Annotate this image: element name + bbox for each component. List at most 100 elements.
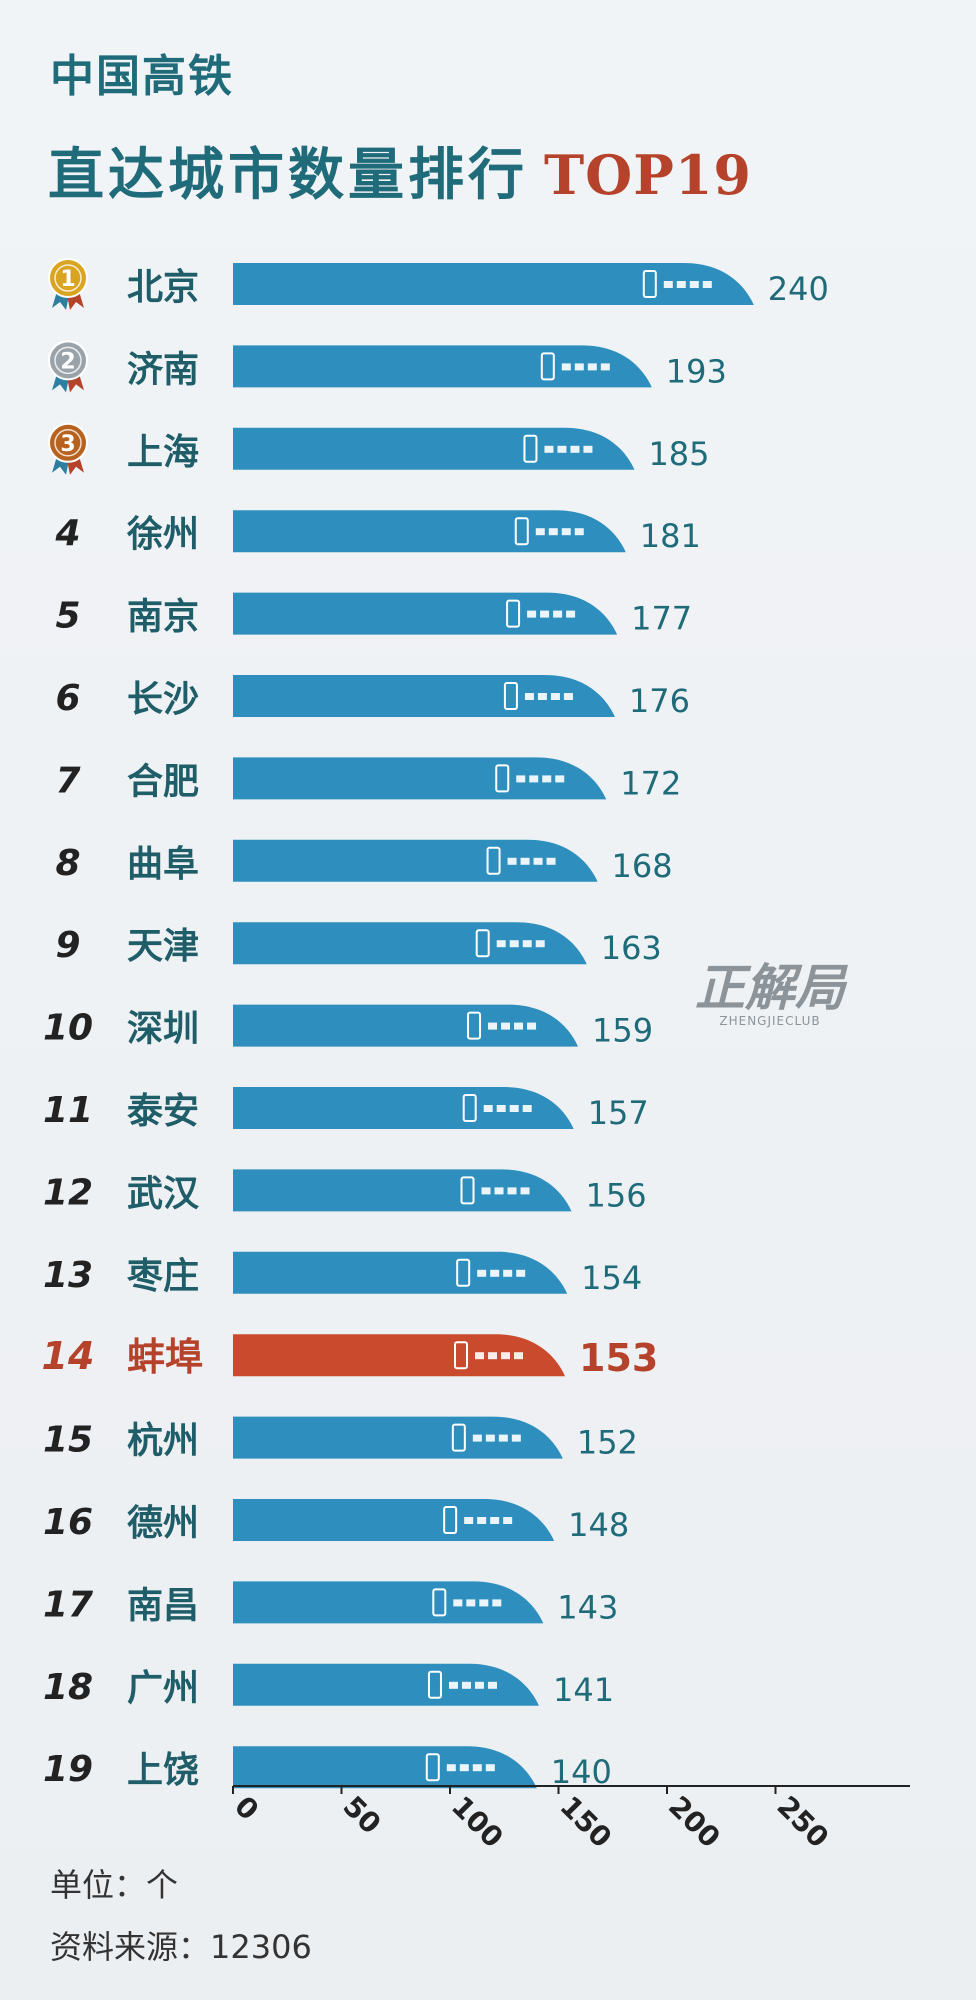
bar-上海	[233, 427, 635, 470]
train-window-上饶-0	[446, 1764, 456, 1772]
train-door-上海	[523, 434, 538, 463]
rank-label-10: 10	[43, 1008, 93, 1049]
bar-枣庄	[233, 1251, 568, 1294]
bar-北京	[233, 263, 754, 305]
train-window-曲阜-2	[533, 857, 543, 865]
value-label-合肥: 172	[620, 764, 681, 802]
train-door-曲阜	[486, 846, 501, 875]
category-label-南京: 南京	[127, 596, 199, 638]
value-label-南昌: 143	[557, 1588, 618, 1626]
train-window-上海-2	[570, 445, 580, 453]
train-window-枣庄-3	[516, 1269, 526, 1277]
train-window-蚌埠-2	[501, 1352, 511, 1360]
train-window-上海-1	[557, 445, 567, 453]
train-window-德州-3	[503, 1517, 513, 1524]
train-window-天津-2	[522, 940, 532, 948]
train-window-长沙-0	[524, 693, 534, 700]
rank-label-14: 14	[42, 1334, 95, 1378]
watermark-logo: 正解局 ZHENGJIECLUB	[695, 948, 845, 1028]
train-window-合肥-2	[542, 775, 552, 783]
bar-泰安	[233, 1087, 574, 1129]
train-window-济南-1	[574, 363, 584, 371]
train-window-杭州-3	[511, 1434, 521, 1442]
train-window-天津-0	[496, 940, 506, 948]
train-window-德州-0	[464, 1517, 474, 1524]
train-door-广州	[427, 1670, 442, 1699]
rank-label-1: 1	[60, 267, 75, 292]
rank-label-15: 15	[43, 1420, 93, 1461]
bar-上饶	[233, 1746, 537, 1789]
train-window-蚌埠-1	[488, 1352, 498, 1360]
train-door-南昌	[432, 1588, 447, 1617]
value-label-北京: 240	[768, 270, 829, 308]
train-window-济南-2	[587, 363, 597, 371]
value-label-泰安: 157	[588, 1094, 649, 1132]
rank-label-11: 11	[43, 1090, 93, 1131]
train-window-蚌埠-0	[475, 1352, 485, 1360]
value-label-杭州: 152	[577, 1424, 638, 1462]
value-label-上海: 185	[648, 435, 709, 473]
train-window-杭州-1	[485, 1434, 495, 1442]
rank-label-18: 18	[43, 1667, 93, 1708]
category-label-武汉: 武汉	[127, 1173, 200, 1214]
bar-南京	[233, 592, 618, 635]
value-label-徐州: 181	[640, 517, 701, 555]
train-window-南京-2	[553, 610, 563, 618]
train-window-广州-0	[448, 1681, 458, 1689]
train-window-曲阜-3	[546, 857, 556, 865]
train-window-德州-2	[490, 1517, 500, 1524]
train-window-徐州-2	[561, 528, 571, 536]
train-window-北京-2	[689, 281, 699, 288]
train-window-北京-3	[702, 281, 712, 288]
rank-label-7: 7	[55, 760, 80, 801]
train-window-广州-1	[461, 1681, 471, 1689]
category-label-泰安: 泰安	[127, 1091, 199, 1132]
train-window-济南-3	[600, 363, 610, 371]
train-window-上海-3	[583, 445, 593, 453]
train-window-南昌-3	[492, 1599, 502, 1607]
bar-德州	[233, 1499, 555, 1541]
train-window-南京-3	[566, 610, 576, 618]
rank-label-16: 16	[43, 1502, 93, 1543]
bar-武汉	[233, 1169, 572, 1212]
value-label-上饶: 140	[551, 1753, 612, 1791]
category-label-南昌: 南昌	[127, 1585, 199, 1626]
train-window-枣庄-0	[477, 1269, 487, 1277]
train-door-济南	[540, 352, 555, 381]
value-label-深圳: 159	[592, 1012, 653, 1050]
bar-南昌	[233, 1581, 544, 1624]
bar-深圳	[233, 1004, 579, 1047]
rank-label-13: 13	[43, 1255, 93, 1296]
train-window-天津-1	[509, 940, 519, 948]
category-label-上饶: 上饶	[127, 1750, 199, 1791]
train-window-上饶-3	[485, 1764, 495, 1772]
rank-label-19: 19	[43, 1749, 93, 1790]
train-window-德州-1	[477, 1517, 487, 1524]
train-window-深圳-3	[527, 1022, 537, 1030]
train-window-合肥-1	[529, 775, 539, 783]
train-window-杭州-0	[472, 1434, 482, 1442]
rank-label-8: 8	[55, 843, 80, 884]
train-window-徐州-0	[535, 528, 545, 536]
top19-badge: TOP19	[544, 143, 752, 207]
category-label-德州: 德州	[127, 1503, 199, 1544]
train-window-泰安-2	[509, 1105, 519, 1112]
train-window-泰安-0	[483, 1105, 493, 1112]
value-label-德州: 148	[568, 1506, 629, 1544]
bar-天津	[233, 922, 587, 965]
bar-合肥	[233, 757, 607, 800]
value-label-济南: 193	[666, 352, 727, 390]
watermark-sub: ZHENGJIECLUB	[719, 1014, 821, 1028]
category-label-蚌埠: 蚌埠	[127, 1335, 203, 1379]
x-tick-label-50: 50	[337, 1790, 388, 1841]
train-window-北京-0	[663, 281, 673, 288]
rank-label-17: 17	[43, 1584, 93, 1625]
value-label-枣庄: 154	[581, 1259, 642, 1297]
rank-label-9: 9	[55, 925, 80, 966]
train-window-长沙-3	[563, 693, 573, 700]
train-door-合肥	[495, 764, 510, 793]
train-window-天津-3	[535, 940, 545, 948]
rank-label-3: 3	[60, 432, 75, 457]
category-label-广州: 广州	[127, 1668, 199, 1709]
